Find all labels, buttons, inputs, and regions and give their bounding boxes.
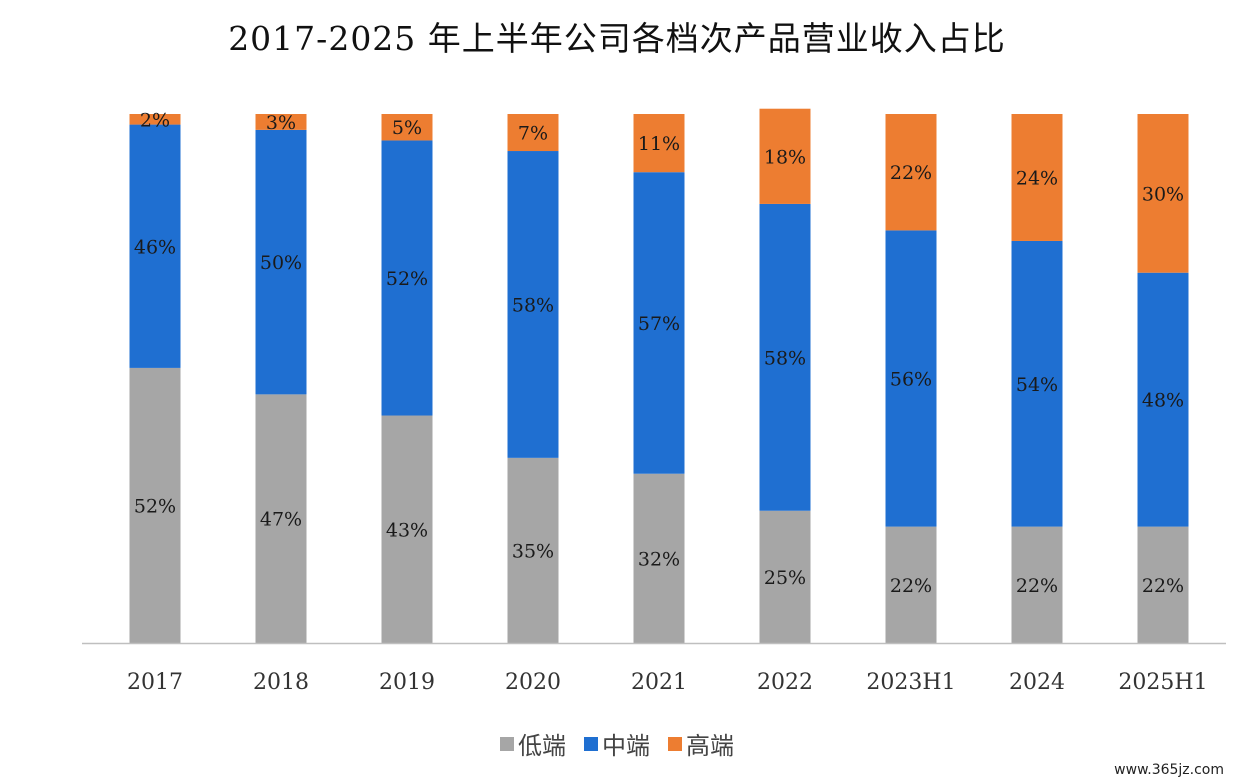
- bar-低端-2017: [129, 367, 181, 643]
- x-tick-label-2022: 2022: [757, 670, 813, 695]
- data-label-低端-2025H1: 22%: [1142, 575, 1184, 597]
- x-tick-label-2021: 2021: [631, 670, 687, 695]
- legend-label: 中端: [602, 732, 650, 760]
- data-label-低端-2018: 47%: [260, 509, 302, 531]
- bar-高端-2019: [381, 114, 433, 141]
- bar-高端-2024: [1011, 114, 1063, 241]
- legend-label: 低端: [518, 732, 566, 760]
- data-label-低端-2022: 25%: [764, 567, 806, 589]
- bar-高端-2021: [633, 114, 685, 173]
- data-label-中端-2024: 54%: [1016, 374, 1058, 396]
- data-label-低端-2017: 52%: [134, 495, 176, 517]
- x-tick-label-2019: 2019: [379, 670, 435, 695]
- data-label-高端-2023H1: 22%: [890, 162, 932, 184]
- x-tick-label-2018: 2018: [253, 670, 309, 695]
- legend-swatch-icon: [668, 736, 682, 751]
- data-label-低端-2020: 35%: [512, 540, 554, 562]
- x-tick-label-2024: 2024: [1009, 670, 1065, 695]
- data-label-中端-2017: 46%: [134, 236, 176, 258]
- data-label-低端-2023H1: 22%: [890, 575, 932, 597]
- data-label-低端-2019: 43%: [386, 519, 428, 541]
- bar-低端-2019: [381, 415, 433, 643]
- data-label-中端-2023H1: 56%: [890, 369, 932, 391]
- bar-高端-2022: [759, 108, 811, 204]
- bar-低端-2018: [255, 394, 307, 643]
- legend-item-中端: 中端: [584, 726, 650, 761]
- bar-高端-2023H1: [885, 114, 937, 231]
- data-label-高端-2017: 2%: [140, 109, 170, 131]
- bar-高端-2025H1: [1137, 114, 1189, 273]
- legend-swatch-icon: [584, 736, 598, 751]
- data-label-低端-2021: 32%: [638, 548, 680, 570]
- data-label-高端-2018: 3%: [266, 112, 296, 134]
- bar-低端-2022: [759, 510, 811, 643]
- legend-swatch-icon: [500, 736, 514, 751]
- watermark: www.365jz.com: [1114, 762, 1224, 778]
- bar-中端-2020: [507, 151, 559, 458]
- legend-item-高端: 高端: [668, 726, 734, 761]
- data-label-中端-2019: 52%: [386, 268, 428, 290]
- bar-中端-2025H1: [1137, 272, 1189, 527]
- bar-低端-2024: [1011, 526, 1063, 643]
- bar-高端-2020: [507, 114, 559, 152]
- data-label-高端-2019: 5%: [392, 117, 422, 139]
- chart-title: 2017-2025 年上半年公司各档次产品营业收入占比: [228, 19, 1006, 58]
- data-label-中端-2020: 58%: [512, 294, 554, 316]
- data-label-高端-2025H1: 30%: [1142, 183, 1184, 205]
- data-label-高端-2024: 24%: [1016, 167, 1058, 189]
- bar-高端-2018: [255, 114, 307, 130]
- bar-中端-2024: [1011, 240, 1063, 527]
- x-tick-label-2025H1: 2025H1: [1118, 670, 1207, 695]
- bar-低端-2023H1: [885, 526, 937, 643]
- legend: 低端 中端 高端: [0, 726, 1234, 761]
- legend-label: 高端: [686, 732, 734, 760]
- data-label-中端-2021: 57%: [638, 313, 680, 335]
- x-tick-label-2017: 2017: [127, 670, 183, 695]
- bar-中端-2018: [255, 129, 307, 395]
- bar-高端-2017: [129, 114, 181, 125]
- bar-中端-2017: [129, 124, 181, 368]
- data-label-低端-2024: 22%: [1016, 575, 1058, 597]
- bar-中端-2022: [759, 203, 811, 511]
- bar-低端-2025H1: [1137, 526, 1189, 643]
- bar-中端-2019: [381, 140, 433, 416]
- data-label-中端-2018: 50%: [260, 252, 302, 274]
- x-tick-label-2020: 2020: [505, 670, 561, 695]
- bar-中端-2021: [633, 172, 685, 474]
- data-label-高端-2020: 7%: [518, 123, 548, 145]
- bar-低端-2020: [507, 457, 559, 643]
- data-label-中端-2022: 58%: [764, 347, 806, 369]
- bar-中端-2023H1: [885, 230, 937, 527]
- data-label-高端-2022: 18%: [764, 146, 806, 168]
- data-label-高端-2021: 11%: [638, 133, 680, 155]
- bar-低端-2021: [633, 473, 685, 643]
- legend-item-低端: 低端: [500, 726, 566, 761]
- data-label-中端-2025H1: 48%: [1142, 390, 1184, 412]
- x-tick-label-2023H1: 2023H1: [866, 670, 955, 695]
